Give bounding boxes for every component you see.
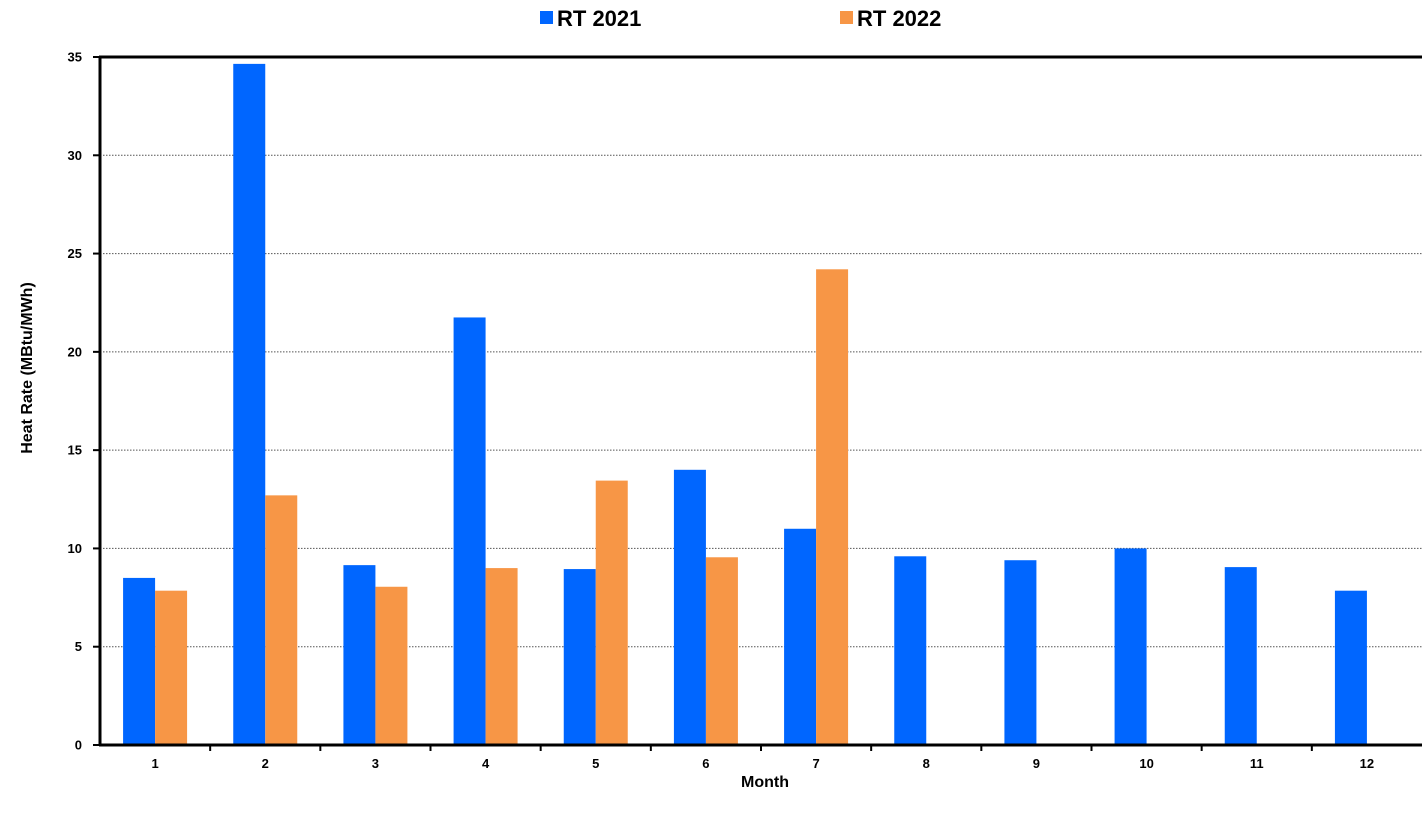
y-axis-title: Heat Rate (MBtu/MWh) [19,282,36,454]
x-tick-labels: 1 2 3 4 5 6 7 8 9 10 11 12 [151,756,1374,771]
x-tick-label: 12 [1360,756,1374,771]
bar-rt-2021-month-3 [343,565,376,745]
x-tick-label: 6 [702,756,709,771]
y-tick-label: 35 [68,50,82,65]
y-tick-labels: 0 5 10 15 20 25 30 35 [68,50,82,753]
y-tick-label: 15 [68,443,82,458]
x-tick-label: 7 [812,756,819,771]
legend-item: RT 2021 [540,6,641,31]
x-axis-title: Month [741,774,789,791]
bar-rt-2021-month-5 [563,569,596,745]
gridlines [100,56,1422,648]
y-tick-label: 25 [68,246,82,261]
bar-rt-2022-month-5 [595,480,628,745]
x-tick-label: 1 [151,756,158,771]
x-tick-label: 8 [923,756,930,771]
legend-swatch [540,11,553,24]
bar-rt-2022-month-7 [816,269,849,745]
y-tick-label: 20 [68,344,82,359]
y-tick-label: 10 [68,541,82,556]
bar-rt-2021-month-11 [1224,567,1257,745]
bar-rt-2022-month-2 [265,495,298,745]
y-tick-label: 0 [75,738,82,753]
bar-rt-2022-month-3 [375,586,408,745]
x-tick-label: 3 [372,756,379,771]
y-tick-label: 30 [68,148,82,163]
bar-rt-2022-month-6 [705,557,738,745]
legend-swatch [840,11,853,24]
x-tick-label: 10 [1139,756,1153,771]
bar-rt-2021-month-12 [1334,590,1367,745]
x-tick-label: 4 [482,756,490,771]
legend-label: RT 2021 [557,6,641,31]
bar-rt-2021-month-7 [784,528,817,745]
bar-rt-2022-month-4 [485,568,518,745]
legend-item: RT 2022 [840,6,941,31]
bar-rt-2021-month-8 [894,556,927,745]
legend-label: RT 2022 [857,6,941,31]
bars [123,63,1367,745]
bar-rt-2021-month-10 [1114,548,1147,745]
bar-rt-2021-month-4 [453,317,486,745]
x-tick-label: 2 [262,756,269,771]
x-tick-label: 11 [1250,756,1264,771]
axes [93,55,1422,751]
legend: RT 2021 RT 2022 [540,6,941,31]
bar-rt-2021-month-6 [673,469,706,745]
bar-rt-2021-month-1 [123,577,156,745]
x-tick-label: 9 [1033,756,1040,771]
bar-rt-2022-month-1 [155,590,188,745]
y-tick-label: 5 [75,639,82,654]
bar-rt-2021-month-2 [233,63,266,745]
bar-rt-2021-month-9 [1004,560,1037,745]
x-tick-label: 5 [592,756,599,771]
